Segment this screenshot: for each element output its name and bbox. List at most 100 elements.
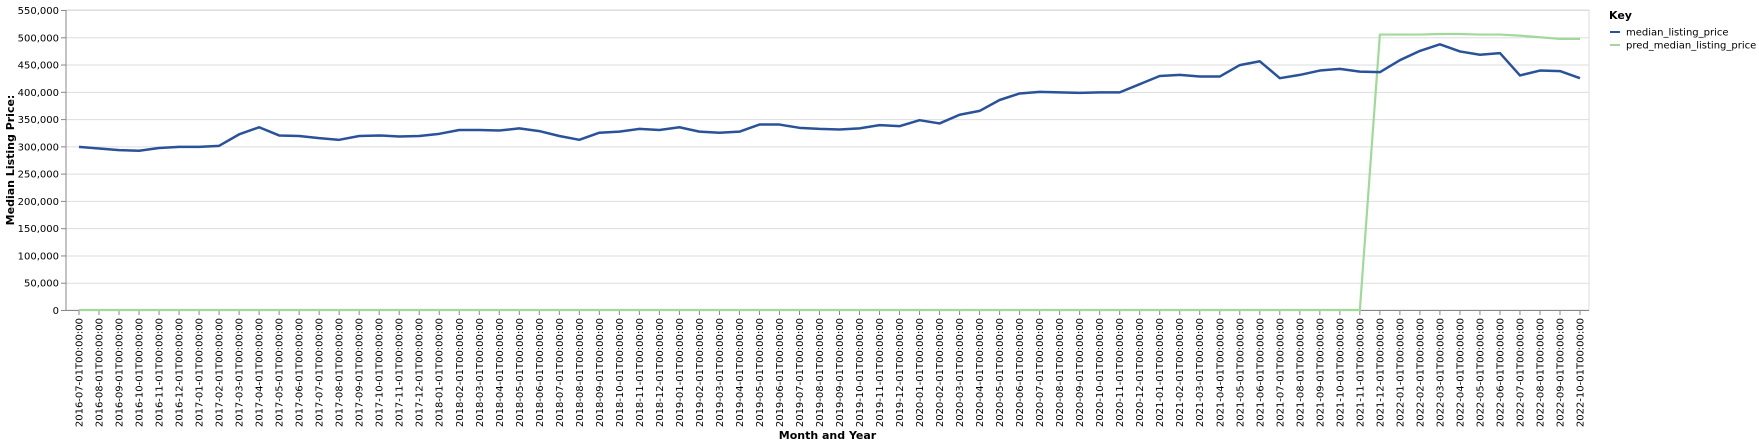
x-tick-label: 2018-11-01T00:00:00 bbox=[635, 318, 646, 427]
x-tick-label: 2018-08-01T00:00:00 bbox=[575, 318, 586, 427]
x-tick-label: 2017-03-01T00:00:00 bbox=[235, 318, 246, 427]
y-axis-title: Median Listing Price: bbox=[4, 95, 17, 226]
x-tick-label: 2021-01-01T00:00:00 bbox=[1155, 318, 1166, 427]
y-tick-label: 0 bbox=[53, 306, 59, 317]
x-tick-label: 2019-02-01T00:00:00 bbox=[695, 318, 706, 427]
x-tick-label: 2020-02-01T00:00:00 bbox=[935, 318, 946, 427]
x-tick-label: 2019-09-01T00:00:00 bbox=[835, 318, 846, 427]
y-tick-label: 250,000 bbox=[18, 170, 59, 181]
plot-lines bbox=[78, 32, 1581, 312]
x-tick-label: 2017-07-01T00:00:00 bbox=[315, 318, 326, 427]
y-tick-label: 450,000 bbox=[18, 61, 59, 72]
x-tick-label: 2022-04-01T00:00:00 bbox=[1455, 318, 1466, 427]
x-tick-label: 2022-05-01T00:00:00 bbox=[1475, 318, 1486, 427]
x-tick-label: 2020-10-01T00:00:00 bbox=[1095, 318, 1106, 427]
x-tick-label: 2020-01-01T00:00:00 bbox=[915, 318, 926, 427]
x-tick-label: 2020-11-01T00:00:00 bbox=[1115, 318, 1126, 427]
y-tick-label: 550,000 bbox=[18, 6, 59, 17]
x-tick-label: 2022-07-01T00:00:00 bbox=[1515, 318, 1526, 427]
x-tick-label: 2021-08-01T00:00:00 bbox=[1295, 318, 1306, 427]
x-tick-label: 2019-03-01T00:00:00 bbox=[715, 318, 726, 427]
legend-title: Key bbox=[1609, 9, 1632, 22]
x-tick-label: 2021-03-01T00:00:00 bbox=[1195, 318, 1206, 427]
legend: Key median_listing_price pred_median_list… bbox=[1609, 9, 1756, 52]
x-tick-label: 2019-01-01T00:00:00 bbox=[675, 318, 686, 427]
x-tick-label: 2022-01-01T00:00:00 bbox=[1395, 318, 1406, 427]
legend-label: pred_median_listing_price bbox=[1626, 41, 1756, 52]
y-tick-label: 150,000 bbox=[18, 224, 59, 235]
x-tick-label: 2020-07-01T00:00:00 bbox=[1035, 318, 1046, 427]
y-tick-label: 500,000 bbox=[18, 33, 59, 44]
x-tick-label: 2019-06-01T00:00:00 bbox=[775, 318, 786, 427]
x-axis: 2016-07-01T00:00:00 2016-08-01T00:00:00 20… bbox=[66, 310, 1589, 427]
y-tick-label: 50,000 bbox=[24, 279, 59, 290]
x-tick-label: 2022-08-01T00:00:00 bbox=[1535, 318, 1546, 427]
gridlines bbox=[65, 9, 1590, 311]
x-tick-label: 2020-04-01T00:00:00 bbox=[975, 318, 986, 427]
x-tick-label: 2020-05-01T00:00:00 bbox=[995, 318, 1006, 427]
x-tick-label: 2017-05-01T00:00:00 bbox=[275, 318, 286, 427]
x-tick-label: 2018-03-01T00:00:00 bbox=[475, 318, 486, 427]
x-tick-label: 2020-03-01T00:00:00 bbox=[955, 318, 966, 427]
x-tick-label: 2020-06-01T00:00:00 bbox=[1015, 318, 1026, 427]
x-tick-label: 2021-04-01T00:00:00 bbox=[1215, 318, 1226, 427]
x-tick-label: 2018-05-01T00:00:00 bbox=[515, 318, 526, 427]
x-tick-label: 2018-09-01T00:00:00 bbox=[595, 318, 606, 427]
x-tick-label: 2018-02-01T00:00:00 bbox=[455, 318, 466, 427]
legend-label: median_listing_price bbox=[1626, 28, 1729, 39]
x-tick-label: 2018-04-01T00:00:00 bbox=[495, 318, 506, 427]
x-tick-label: 2018-10-01T00:00:00 bbox=[615, 318, 626, 427]
x-tick-label: 2021-12-01T00:00:00 bbox=[1375, 318, 1386, 427]
y-axis: 0 50,000 100,000 150,000 200,000 250,000 300,0… bbox=[18, 6, 67, 317]
x-tick-label: 2020-08-01T00:00:00 bbox=[1055, 318, 1066, 427]
x-tick-label: 2019-08-01T00:00:00 bbox=[815, 318, 826, 427]
y-tick-label: 350,000 bbox=[18, 115, 59, 126]
x-tick-label: 2017-09-01T00:00:00 bbox=[355, 318, 366, 427]
y-tick-label: 300,000 bbox=[18, 142, 59, 153]
x-tick-label: 2019-12-01T00:00:00 bbox=[895, 318, 906, 427]
x-tick-label: 2018-01-01T00:00:00 bbox=[435, 318, 446, 427]
x-tick-label: 2017-10-01T00:00:00 bbox=[375, 318, 386, 427]
series-line-pred_median_listing_price bbox=[79, 32, 1580, 312]
x-tick-label: 2017-12-01T00:00:00 bbox=[415, 318, 426, 427]
x-tick-label: 2016-08-01T00:00:00 bbox=[95, 318, 106, 427]
x-tick-label: 2022-06-01T00:00:00 bbox=[1495, 318, 1506, 427]
x-tick-label: 2022-09-01T00:00:00 bbox=[1555, 318, 1566, 427]
x-tick-label: 2022-10-01T00:00:00 bbox=[1576, 318, 1587, 427]
x-tick-label: 2022-02-01T00:00:00 bbox=[1415, 318, 1426, 427]
series-line-median_listing_price bbox=[78, 43, 1581, 152]
x-tick-label: 2018-06-01T00:00:00 bbox=[535, 318, 546, 427]
x-tick-label: 2019-05-01T00:00:00 bbox=[755, 318, 766, 427]
x-tick-label: 2016-07-01T00:00:00 bbox=[75, 318, 86, 427]
y-tick-label: 200,000 bbox=[18, 197, 59, 208]
x-tick-label: 2019-04-01T00:00:00 bbox=[735, 318, 746, 427]
x-tick-label: 2022-03-01T00:00:00 bbox=[1435, 318, 1446, 427]
x-tick-label: 2017-04-01T00:00:00 bbox=[255, 318, 266, 427]
x-tick-label: 2020-09-01T00:00:00 bbox=[1075, 318, 1086, 427]
x-tick-label: 2021-06-01T00:00:00 bbox=[1255, 318, 1266, 427]
y-tick-label: 100,000 bbox=[18, 251, 59, 262]
x-tick-label: 2021-10-01T00:00:00 bbox=[1335, 318, 1346, 427]
x-tick-label: 2018-12-01T00:00:00 bbox=[655, 318, 666, 427]
x-tick-label: 2018-07-01T00:00:00 bbox=[555, 318, 566, 427]
x-axis-title: Month and Year bbox=[779, 429, 877, 442]
x-tick-label: 2016-10-01T00:00:00 bbox=[135, 318, 146, 427]
x-tick-label: 2016-09-01T00:00:00 bbox=[115, 318, 126, 427]
x-tick-label: 2017-06-01T00:00:00 bbox=[295, 318, 306, 427]
x-tick-label: 2017-01-01T00:00:00 bbox=[195, 318, 206, 427]
plot-frame bbox=[65, 9, 1590, 311]
x-tick-label: 2017-08-01T00:00:00 bbox=[335, 318, 346, 427]
y-tick-label: 400,000 bbox=[18, 88, 59, 99]
x-tick-label: 2021-11-01T00:00:00 bbox=[1355, 318, 1366, 427]
x-tick-label: 2021-07-01T00:00:00 bbox=[1275, 318, 1286, 427]
x-tick-label: 2020-12-01T00:00:00 bbox=[1135, 318, 1146, 427]
x-tick-label: 2021-09-01T00:00:00 bbox=[1315, 318, 1326, 427]
x-tick-label: 2017-11-01T00:00:00 bbox=[395, 318, 406, 427]
x-tick-label: 2017-02-01T00:00:00 bbox=[215, 318, 226, 427]
x-tick-label: 2016-12-01T00:00:00 bbox=[175, 318, 186, 427]
x-tick-label: 2019-07-01T00:00:00 bbox=[795, 318, 806, 427]
x-tick-label: 2016-11-01T00:00:00 bbox=[155, 318, 166, 427]
x-tick-label: 2021-02-01T00:00:00 bbox=[1175, 318, 1186, 427]
x-tick-label: 2019-11-01T00:00:00 bbox=[875, 318, 886, 427]
